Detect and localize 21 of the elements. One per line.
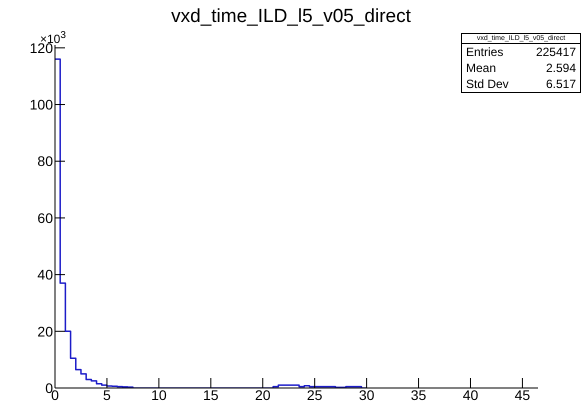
- x-tick-label: 40: [462, 386, 478, 403]
- x-tick-label: 30: [358, 386, 375, 403]
- annotation: 225417: [536, 45, 576, 59]
- text: 2.594: [546, 61, 576, 75]
- x-tick-label: 15: [203, 386, 219, 403]
- x-tick-label: 45: [514, 386, 530, 403]
- x-tick-label: 5: [103, 386, 112, 403]
- x-tick-label: 35: [410, 386, 427, 403]
- x-tick-label: 10: [151, 386, 167, 403]
- y-tick-label: 60: [37, 210, 54, 226]
- y-tick-label: 80: [37, 153, 54, 170]
- y-tick-label: 20: [37, 323, 54, 340]
- text: 6.517: [546, 77, 576, 91]
- annotation: Std Dev: [466, 77, 509, 91]
- annotation: Entries: [466, 45, 504, 59]
- annotation: Mean: [466, 61, 496, 75]
- chart-title: vxd_time_ILD_l5_v05_direct: [170, 6, 412, 28]
- y-tick-label: 100: [30, 96, 54, 112]
- x-tick-label: 25: [306, 386, 323, 403]
- y-tick-label: 40: [37, 266, 54, 283]
- x-tick-label: 20: [254, 386, 271, 403]
